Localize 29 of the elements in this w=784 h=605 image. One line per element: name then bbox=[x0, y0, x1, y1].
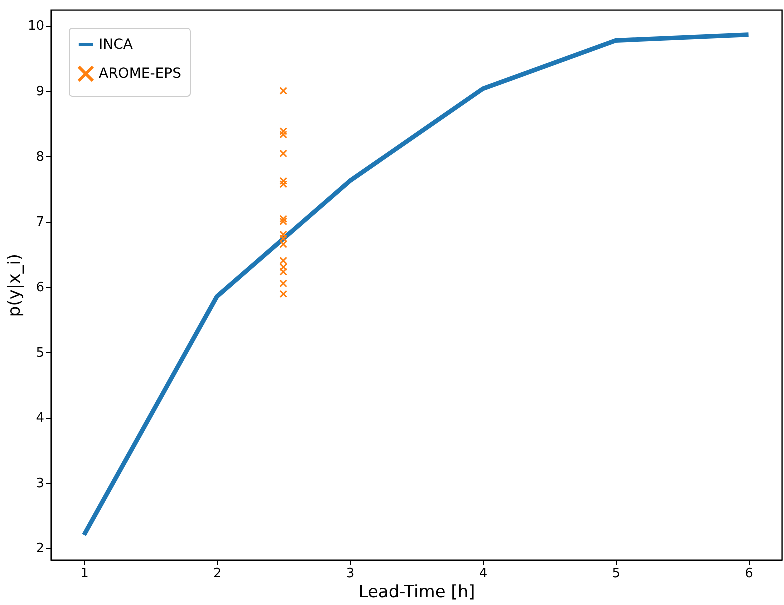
point bbox=[280, 180, 288, 188]
y-tick-label: 3 bbox=[36, 476, 44, 492]
x-tick-label: 3 bbox=[346, 566, 355, 582]
x-tick-label: 5 bbox=[612, 566, 621, 582]
y-tick-label: 8 bbox=[36, 150, 44, 165]
x-tick-label: 4 bbox=[479, 566, 488, 582]
x-tick-label: 2 bbox=[213, 566, 222, 582]
y-tick-label: 6 bbox=[36, 280, 44, 296]
legend-label: INCA bbox=[99, 37, 134, 53]
point bbox=[280, 130, 288, 139]
x-axis-title: Lead-Time [h] bbox=[358, 582, 476, 602]
y-tick-label: 10 bbox=[28, 19, 44, 34]
point bbox=[280, 218, 288, 226]
point bbox=[280, 177, 288, 186]
point bbox=[280, 280, 288, 288]
y-tick-label: 7 bbox=[36, 215, 44, 230]
y-tick-label: 9 bbox=[36, 84, 44, 100]
point bbox=[280, 150, 288, 158]
x-tick-label: 1 bbox=[80, 566, 89, 582]
y-tick-label: 4 bbox=[36, 411, 44, 426]
x-tick-label: 6 bbox=[745, 566, 754, 582]
point bbox=[280, 290, 288, 298]
point bbox=[280, 128, 288, 136]
legend-label: AROME-EPS bbox=[99, 66, 182, 82]
point bbox=[280, 87, 288, 95]
y-tick-label: 2 bbox=[36, 542, 44, 557]
y-tick-label: 5 bbox=[36, 346, 44, 361]
point bbox=[280, 215, 288, 223]
y-axis-title: p(y|x_i) bbox=[4, 254, 25, 318]
